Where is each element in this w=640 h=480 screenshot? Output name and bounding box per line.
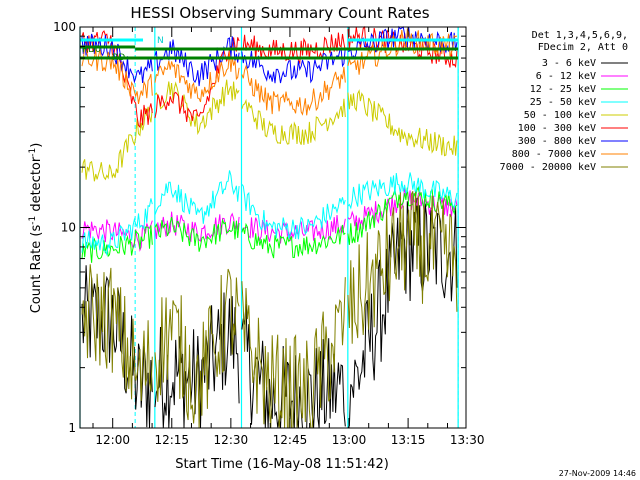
- y-axis-label: Count Rate (s-1 detector-1): [28, 143, 44, 314]
- x-tick-label: 13:30: [450, 433, 485, 447]
- legend-label: 3 - 6 keV: [542, 58, 596, 69]
- legend-label: 7000 - 20000 keV: [500, 162, 596, 173]
- legend-label: 800 - 7000 keV: [512, 149, 596, 160]
- x-tick-label: 13:00: [332, 433, 367, 447]
- y-axis-label-main: Count Rate (s: [29, 225, 44, 314]
- x-tick-label: 12:00: [95, 433, 130, 447]
- series-line-4: [81, 79, 458, 182]
- series-line-3: [81, 170, 458, 257]
- legend-header: Det 1,3,4,5,6,9,: [532, 30, 628, 41]
- flag-label-rd: RD: [112, 53, 125, 63]
- flag-label-rd0: RD0: [82, 45, 101, 55]
- x-tick-label: 12:15: [154, 433, 189, 447]
- x-tick-label: 13:15: [391, 433, 426, 447]
- legend-header: FDecim 2, Att 0: [538, 42, 628, 53]
- series-line-1: [81, 186, 458, 252]
- y-axis-label-mid: detector: [29, 156, 44, 216]
- footer-date: 27-Nov-2009 14:46: [559, 469, 636, 478]
- legend-label: 12 - 25 keV: [530, 84, 596, 95]
- y-tick-label: 1: [68, 421, 76, 435]
- x-axis-label: Start Time (16-May-08 11:51:42): [175, 457, 389, 472]
- legend-label: 100 - 300 keV: [518, 123, 596, 134]
- legend-label: 6 - 12 keV: [536, 71, 596, 82]
- legend: Det 1,3,4,5,6,9,FDecim 2, Att 0 3 - 6 keV…: [500, 30, 628, 173]
- legend-label: 25 - 50 keV: [530, 97, 596, 108]
- y-axis-label-sup1: -1: [28, 216, 38, 225]
- flag-label-n: N: [157, 36, 164, 46]
- series-line-7: [81, 27, 458, 116]
- series-line-6: [81, 25, 458, 87]
- x-tick-label: 12:45: [273, 433, 308, 447]
- legend-label: 300 - 800 keV: [518, 136, 596, 147]
- y-axis-label-end: ): [29, 143, 44, 148]
- series-line-2: [81, 185, 458, 263]
- chart-title: HESSI Observing Summary Count Rates: [130, 4, 429, 22]
- legend-label: 50 - 100 keV: [524, 110, 596, 121]
- y-tick-label: 100: [53, 20, 76, 34]
- plot-area: RD0 RD N 1 10 100 12:00 12:15 12:30 12:45 13:00 13:…: [53, 20, 484, 447]
- x-tick-label: 12:30: [214, 433, 249, 447]
- y-tick-label: 10: [61, 221, 76, 235]
- series-line-8: [81, 191, 458, 429]
- y-axis-label-sup2: -1: [28, 148, 38, 157]
